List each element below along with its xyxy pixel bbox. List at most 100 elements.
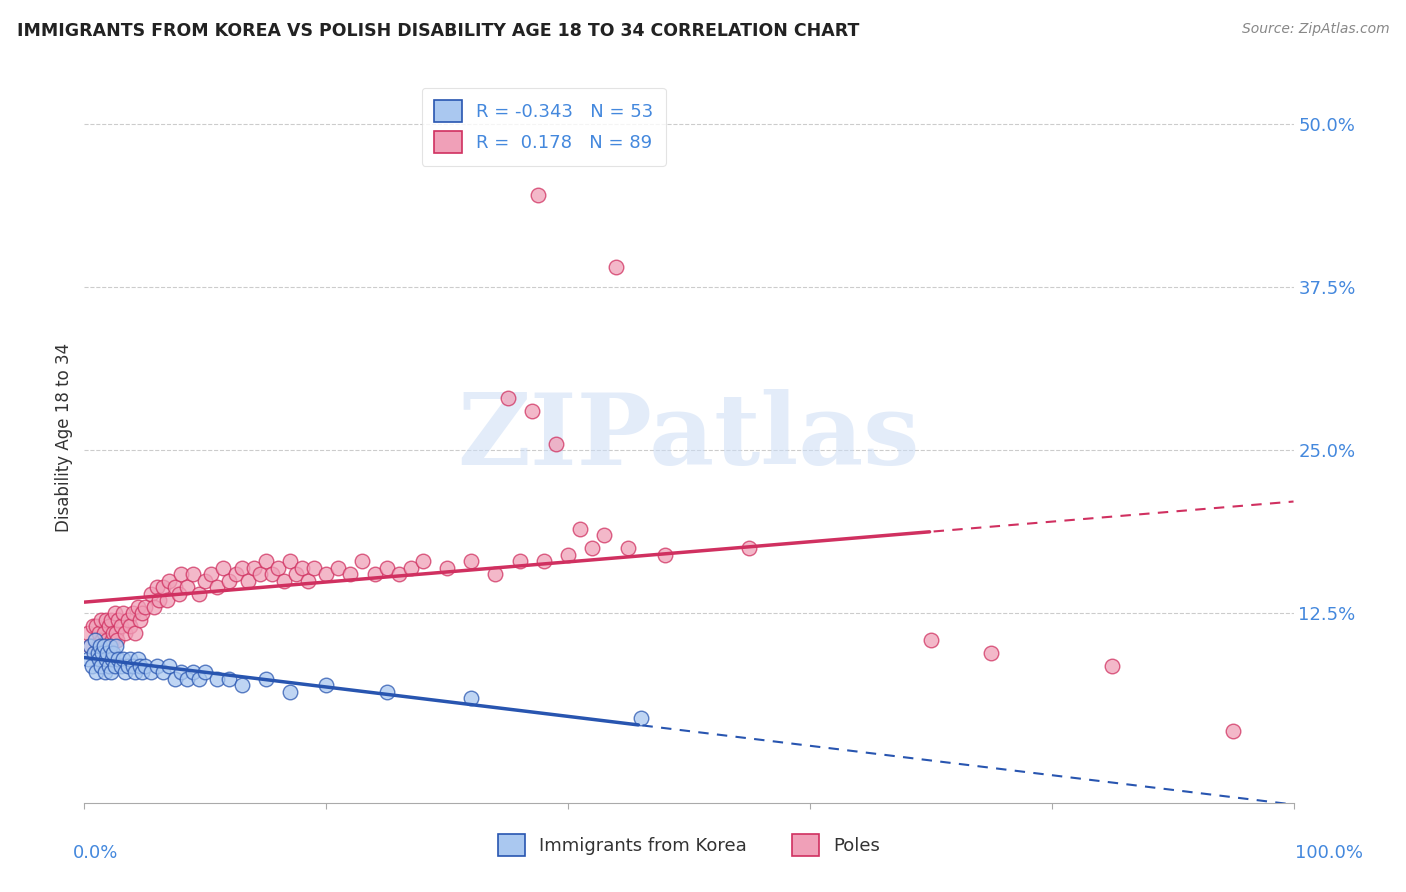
Point bbox=[94, 665, 117, 680]
Point bbox=[107, 613, 129, 627]
Point bbox=[110, 619, 132, 633]
Point bbox=[194, 574, 217, 588]
Text: 0.0%: 0.0% bbox=[73, 844, 118, 862]
Text: IMMIGRANTS FROM KOREA VS POLISH DISABILITY AGE 18 TO 34 CORRELATION CHART: IMMIGRANTS FROM KOREA VS POLISH DISABILI… bbox=[17, 22, 859, 40]
Point bbox=[98, 639, 121, 653]
Point bbox=[254, 672, 277, 686]
Point bbox=[460, 554, 482, 568]
Point bbox=[225, 567, 247, 582]
Point bbox=[412, 554, 434, 568]
Point bbox=[157, 658, 180, 673]
Point bbox=[315, 678, 337, 692]
Point bbox=[97, 619, 120, 633]
Point bbox=[176, 672, 198, 686]
Point bbox=[105, 632, 128, 647]
Point bbox=[617, 541, 640, 555]
Point bbox=[218, 672, 240, 686]
Point bbox=[86, 639, 108, 653]
Point bbox=[134, 599, 156, 614]
Point bbox=[121, 658, 143, 673]
Point bbox=[218, 574, 240, 588]
Point bbox=[302, 560, 325, 574]
Point bbox=[605, 260, 627, 275]
Point bbox=[91, 646, 114, 660]
Point bbox=[980, 646, 1002, 660]
Point bbox=[212, 560, 235, 574]
Point bbox=[375, 560, 398, 574]
Point bbox=[436, 560, 458, 574]
Point bbox=[181, 665, 204, 680]
Point bbox=[129, 658, 152, 673]
Point bbox=[375, 685, 398, 699]
Point bbox=[100, 613, 122, 627]
Point bbox=[107, 652, 129, 666]
Legend: Immigrants from Korea, Poles: Immigrants from Korea, Poles bbox=[491, 827, 887, 863]
Point bbox=[86, 665, 108, 680]
Point bbox=[112, 652, 135, 666]
Point bbox=[120, 619, 142, 633]
Point bbox=[242, 560, 264, 574]
Point bbox=[79, 639, 101, 653]
Point bbox=[738, 541, 761, 555]
Point bbox=[291, 560, 314, 574]
Point bbox=[527, 188, 550, 202]
Point bbox=[557, 548, 579, 562]
Point bbox=[112, 607, 135, 621]
Point bbox=[86, 619, 108, 633]
Point bbox=[103, 646, 125, 660]
Point bbox=[231, 560, 253, 574]
Point bbox=[139, 587, 162, 601]
Point bbox=[593, 528, 616, 542]
Text: Source: ZipAtlas.com: Source: ZipAtlas.com bbox=[1241, 22, 1389, 37]
Point bbox=[167, 587, 190, 601]
Point bbox=[170, 567, 193, 582]
Point bbox=[90, 613, 112, 627]
Point bbox=[399, 560, 422, 574]
Point bbox=[249, 567, 271, 582]
Point bbox=[104, 607, 127, 621]
Point bbox=[157, 574, 180, 588]
Point bbox=[170, 665, 193, 680]
Point bbox=[200, 567, 222, 582]
Point bbox=[273, 574, 295, 588]
Point bbox=[87, 652, 110, 666]
Point bbox=[267, 560, 290, 574]
Point bbox=[484, 567, 506, 582]
Point bbox=[124, 626, 146, 640]
Point bbox=[131, 607, 153, 621]
Point bbox=[94, 652, 117, 666]
Point bbox=[148, 593, 170, 607]
Point bbox=[143, 599, 166, 614]
Point bbox=[207, 580, 229, 594]
Point bbox=[101, 652, 124, 666]
Point bbox=[569, 521, 592, 535]
Point bbox=[98, 639, 121, 653]
Point bbox=[134, 658, 156, 673]
Point bbox=[363, 567, 385, 582]
Point bbox=[496, 391, 519, 405]
Point bbox=[114, 665, 136, 680]
Point bbox=[254, 554, 277, 568]
Text: 100.0%: 100.0% bbox=[1295, 844, 1362, 862]
Point bbox=[165, 672, 187, 686]
Y-axis label: Disability Age 18 to 34: Disability Age 18 to 34 bbox=[55, 343, 73, 532]
Point bbox=[139, 665, 162, 680]
Point bbox=[82, 619, 104, 633]
Point bbox=[1222, 723, 1244, 738]
Point bbox=[121, 607, 143, 621]
Point bbox=[1101, 658, 1123, 673]
Point bbox=[127, 599, 149, 614]
Point bbox=[80, 658, 103, 673]
Point bbox=[920, 632, 942, 647]
Point bbox=[96, 646, 118, 660]
Point bbox=[181, 567, 204, 582]
Point bbox=[155, 593, 177, 607]
Point bbox=[176, 580, 198, 594]
Point bbox=[284, 567, 308, 582]
Point bbox=[339, 567, 361, 582]
Point bbox=[94, 613, 117, 627]
Point bbox=[460, 691, 482, 706]
Point bbox=[581, 541, 603, 555]
Point bbox=[77, 652, 100, 666]
Point bbox=[194, 665, 217, 680]
